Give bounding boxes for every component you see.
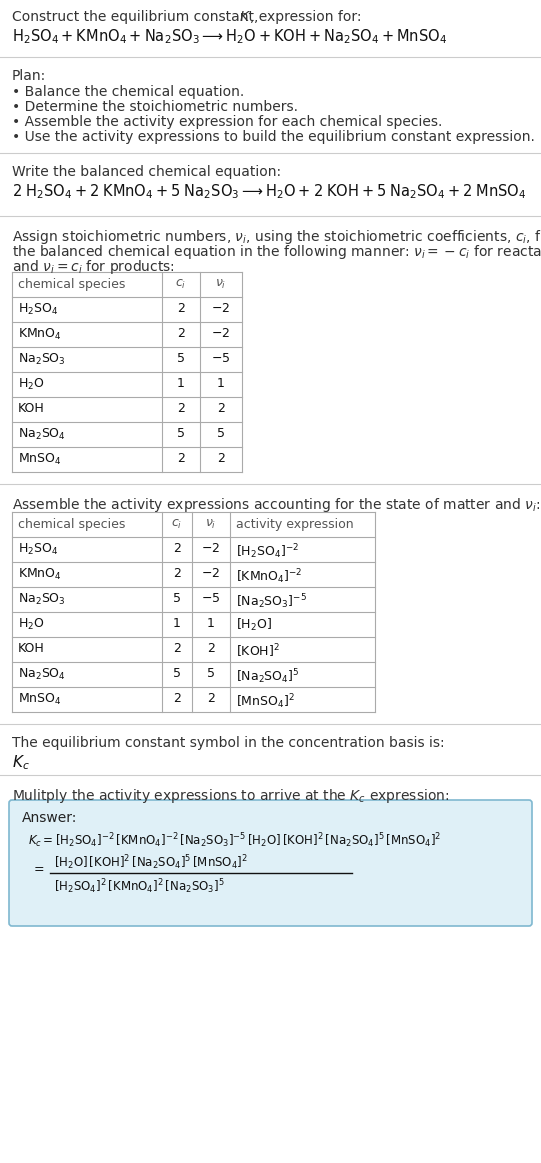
- Text: $-2$: $-2$: [201, 542, 221, 555]
- Bar: [12, 397, 242, 422]
- Text: $\nu_i$: $\nu_i$: [215, 278, 227, 291]
- Text: Assemble the activity expressions accounting for the state of matter and $\nu_i$: Assemble the activity expressions accoun…: [12, 495, 540, 514]
- Text: • Balance the chemical equation.: • Balance the chemical equation.: [12, 85, 244, 99]
- Text: $\mathrm{[KMnO_4]^{-2}}$: $\mathrm{[KMnO_4]^{-2}}$: [236, 568, 302, 586]
- Text: , expression for:: , expression for:: [250, 10, 361, 24]
- Text: activity expression: activity expression: [236, 518, 354, 531]
- Text: • Determine the stoichiometric numbers.: • Determine the stoichiometric numbers.: [12, 100, 298, 114]
- Text: 5: 5: [173, 668, 181, 680]
- Text: chemical species: chemical species: [18, 518, 126, 531]
- Text: Write the balanced chemical equation:: Write the balanced chemical equation:: [12, 165, 281, 179]
- Text: $-5$: $-5$: [212, 352, 230, 365]
- Text: 1: 1: [173, 618, 181, 630]
- Bar: [12, 687, 375, 712]
- Text: • Use the activity expressions to build the equilibrium constant expression.: • Use the activity expressions to build …: [12, 130, 535, 144]
- Text: Mulitply the activity expressions to arrive at the $K_c$ expression:: Mulitply the activity expressions to arr…: [12, 787, 450, 805]
- Text: $\mathrm{[H_2SO_4]^2\,[KMnO_4]^2\,[Na_2SO_3]^5}$: $\mathrm{[H_2SO_4]^2\,[KMnO_4]^2\,[Na_2S…: [54, 877, 225, 896]
- Text: KOH: KOH: [18, 402, 45, 415]
- Text: $\mathrm{Na_2SO_4}$: $\mathrm{Na_2SO_4}$: [18, 668, 66, 683]
- Bar: [12, 447, 242, 472]
- Text: • Assemble the activity expression for each chemical species.: • Assemble the activity expression for e…: [12, 115, 443, 129]
- Text: 2: 2: [217, 402, 225, 415]
- Text: $\mathrm{2\;H_2SO_4 + 2\;KMnO_4 + 5\;Na_2SO_3 \longrightarrow H_2O + 2\;KOH + 5\: $\mathrm{2\;H_2SO_4 + 2\;KMnO_4 + 5\;Na_…: [12, 181, 526, 201]
- Text: $\mathrm{[H_2O]}$: $\mathrm{[H_2O]}$: [236, 618, 272, 633]
- Text: =: =: [34, 863, 44, 876]
- Text: KOH: KOH: [18, 642, 45, 655]
- Text: 1: 1: [207, 618, 215, 630]
- Bar: [12, 587, 375, 612]
- Text: 5: 5: [177, 352, 185, 365]
- Text: K: K: [240, 10, 249, 24]
- Text: 2: 2: [207, 692, 215, 705]
- Text: 5: 5: [217, 427, 225, 440]
- Text: 5: 5: [207, 668, 215, 680]
- Text: 1: 1: [177, 377, 185, 390]
- Text: $c_i$: $c_i$: [171, 518, 183, 531]
- Text: Answer:: Answer:: [22, 811, 77, 825]
- Bar: [12, 637, 375, 662]
- Text: 2: 2: [177, 327, 185, 340]
- FancyBboxPatch shape: [9, 800, 532, 926]
- Text: $\mathrm{Na_2SO_4}$: $\mathrm{Na_2SO_4}$: [18, 427, 66, 442]
- Text: $\mathrm{H_2SO_4 + KMnO_4 + Na_2SO_3 \longrightarrow H_2O + KOH + Na_2SO_4 + MnS: $\mathrm{H_2SO_4 + KMnO_4 + Na_2SO_3 \lo…: [12, 27, 447, 45]
- Text: $K_c$: $K_c$: [12, 752, 30, 772]
- Text: 2: 2: [207, 642, 215, 655]
- Text: $-2$: $-2$: [201, 568, 221, 580]
- Bar: [12, 322, 242, 347]
- Bar: [12, 372, 242, 397]
- Text: $\mathrm{[Na_2SO_3]^{-5}}$: $\mathrm{[Na_2SO_3]^{-5}}$: [236, 592, 307, 611]
- Text: $\mathrm{H_2O}$: $\mathrm{H_2O}$: [18, 377, 44, 392]
- Text: $\mathrm{MnSO_4}$: $\mathrm{MnSO_4}$: [18, 692, 62, 707]
- Text: $-2$: $-2$: [212, 327, 230, 340]
- Text: 2: 2: [177, 452, 185, 465]
- Text: 1: 1: [217, 377, 225, 390]
- Text: $\mathrm{[H_2SO_4]^{-2}}$: $\mathrm{[H_2SO_4]^{-2}}$: [236, 542, 299, 561]
- Text: $\mathrm{Na_2SO_3}$: $\mathrm{Na_2SO_3}$: [18, 352, 66, 368]
- Bar: [12, 662, 375, 687]
- Text: Assign stoichiometric numbers, $\nu_i$, using the stoichiometric coefficients, $: Assign stoichiometric numbers, $\nu_i$, …: [12, 228, 541, 247]
- Text: the balanced chemical equation in the following manner: $\nu_i = -c_i$ for react: the balanced chemical equation in the fo…: [12, 243, 541, 261]
- Text: $-5$: $-5$: [201, 592, 221, 605]
- Text: $\mathrm{[H_2O]\,[KOH]^2\,[Na_2SO_4]^5\,[MnSO_4]^2}$: $\mathrm{[H_2O]\,[KOH]^2\,[Na_2SO_4]^5\,…: [54, 852, 248, 872]
- Bar: [12, 422, 242, 447]
- Text: and $\nu_i = c_i$ for products:: and $\nu_i = c_i$ for products:: [12, 258, 175, 276]
- Text: $\mathrm{H_2O}$: $\mathrm{H_2O}$: [18, 618, 44, 633]
- Text: The equilibrium constant symbol in the concentration basis is:: The equilibrium constant symbol in the c…: [12, 736, 445, 750]
- Text: $\mathrm{[KOH]^2}$: $\mathrm{[KOH]^2}$: [236, 642, 280, 659]
- Text: Plan:: Plan:: [12, 69, 46, 83]
- Text: $K_c = \mathrm{[H_2SO_4]^{-2}\,[KMnO_4]^{-2}\,[Na_2SO_3]^{-5}\,[H_2O]\,[KOH]^2\,: $K_c = \mathrm{[H_2SO_4]^{-2}\,[KMnO_4]^…: [28, 832, 441, 850]
- Text: $\mathrm{[MnSO_4]^2}$: $\mathrm{[MnSO_4]^2}$: [236, 692, 295, 711]
- Text: chemical species: chemical species: [18, 278, 126, 291]
- Text: 2: 2: [217, 452, 225, 465]
- Text: 5: 5: [177, 427, 185, 440]
- Text: 2: 2: [173, 568, 181, 580]
- Bar: [12, 537, 375, 562]
- Text: $c_i$: $c_i$: [175, 278, 187, 291]
- Text: $\mathrm{Na_2SO_3}$: $\mathrm{Na_2SO_3}$: [18, 592, 66, 607]
- Bar: [12, 512, 375, 537]
- Bar: [12, 297, 242, 322]
- Bar: [12, 562, 375, 587]
- Text: 2: 2: [173, 642, 181, 655]
- Text: 2: 2: [177, 402, 185, 415]
- Text: 5: 5: [173, 592, 181, 605]
- Text: 2: 2: [173, 542, 181, 555]
- Text: $\mathrm{KMnO_4}$: $\mathrm{KMnO_4}$: [18, 327, 62, 342]
- Text: $\nu_i$: $\nu_i$: [206, 518, 217, 531]
- Bar: [12, 347, 242, 372]
- Text: 2: 2: [173, 692, 181, 705]
- Text: Construct the equilibrium constant,: Construct the equilibrium constant,: [12, 10, 263, 24]
- Text: $\mathrm{H_2SO_4}$: $\mathrm{H_2SO_4}$: [18, 542, 58, 557]
- Text: $\mathrm{[Na_2SO_4]^5}$: $\mathrm{[Na_2SO_4]^5}$: [236, 668, 300, 686]
- Bar: [12, 272, 242, 297]
- Text: $\mathrm{MnSO_4}$: $\mathrm{MnSO_4}$: [18, 452, 62, 468]
- Text: $\mathrm{KMnO_4}$: $\mathrm{KMnO_4}$: [18, 568, 62, 583]
- Text: $\mathrm{H_2SO_4}$: $\mathrm{H_2SO_4}$: [18, 302, 58, 317]
- Bar: [12, 612, 375, 637]
- Text: $-2$: $-2$: [212, 302, 230, 315]
- Text: 2: 2: [177, 302, 185, 315]
